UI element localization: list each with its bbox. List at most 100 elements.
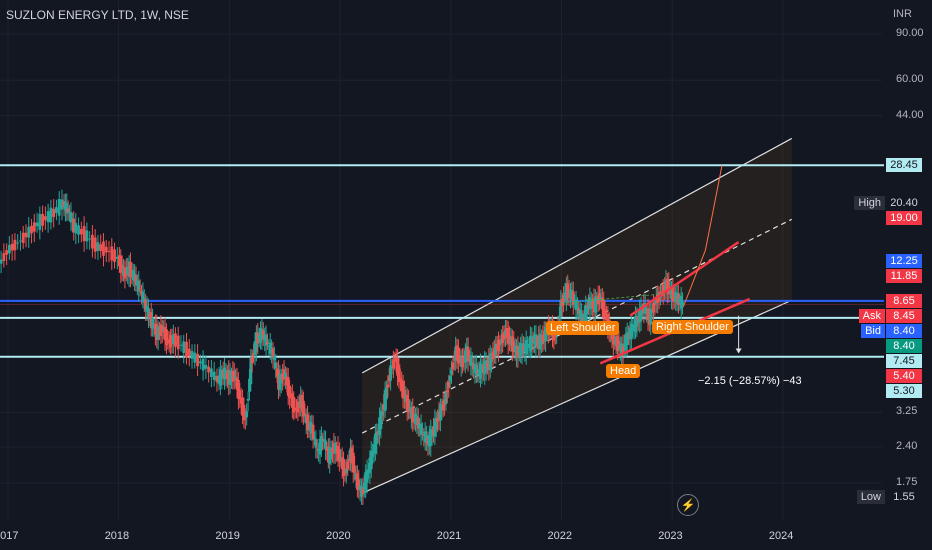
candle-body bbox=[357, 479, 361, 490]
candle-body bbox=[248, 378, 251, 392]
candle-body bbox=[66, 208, 70, 213]
candle-body bbox=[38, 213, 42, 230]
candle-body bbox=[138, 288, 142, 290]
left-shoulder-label[interactable]: Left Shoulder bbox=[546, 321, 620, 335]
candle-body bbox=[639, 305, 643, 321]
y-tick-label: 1.75 bbox=[896, 476, 918, 488]
candle-body bbox=[60, 199, 64, 210]
candle-body bbox=[653, 302, 657, 306]
candle-body bbox=[397, 364, 401, 383]
candle-body bbox=[375, 431, 379, 444]
candle-body bbox=[466, 347, 470, 362]
candle-body bbox=[379, 410, 383, 430]
candle-body bbox=[416, 417, 420, 429]
candle-body bbox=[72, 218, 76, 233]
candle-body bbox=[444, 391, 448, 404]
x-tick-label: 2018 bbox=[104, 530, 130, 542]
candle-body bbox=[49, 207, 53, 223]
candle-body bbox=[137, 280, 141, 292]
neckline-upper bbox=[629, 241, 740, 317]
candle-body bbox=[313, 437, 316, 439]
candle-body bbox=[516, 346, 520, 358]
price-tag: 20.40 bbox=[886, 196, 922, 211]
candle-body bbox=[365, 469, 369, 483]
candle-body bbox=[271, 348, 275, 359]
y-tick-label: 90.00 bbox=[896, 27, 924, 39]
candle-body bbox=[210, 368, 213, 378]
candle-body bbox=[584, 305, 588, 325]
candle-body bbox=[82, 226, 86, 242]
candle-body bbox=[303, 413, 307, 415]
pattern-top bbox=[561, 293, 664, 304]
price-tag: 1.55 bbox=[886, 489, 922, 504]
candle-body bbox=[576, 306, 579, 310]
candle-body bbox=[151, 317, 155, 329]
price-tag-label: Bid bbox=[861, 323, 885, 338]
candle-body bbox=[643, 302, 647, 315]
price-tag: 11.85 bbox=[886, 269, 922, 284]
right-shoulder-label[interactable]: Right Shoulder bbox=[652, 320, 733, 334]
candle-body bbox=[182, 341, 186, 353]
candle-body bbox=[380, 411, 384, 416]
candle-body bbox=[196, 353, 199, 367]
candle-body bbox=[185, 341, 188, 358]
head-label[interactable]: Head bbox=[606, 364, 641, 378]
candle-body bbox=[85, 230, 89, 242]
candle-body bbox=[649, 308, 653, 325]
candle-body bbox=[35, 222, 39, 227]
candle-body bbox=[77, 225, 80, 235]
candle-body bbox=[21, 232, 25, 243]
candle-body bbox=[553, 334, 557, 337]
y-tick-label: 60.00 bbox=[896, 73, 924, 86]
candle-body bbox=[55, 207, 58, 214]
x-tick-label: 2024 bbox=[768, 530, 794, 542]
candle-body bbox=[389, 365, 393, 381]
candle-body bbox=[99, 244, 103, 251]
currency-label: INR bbox=[893, 8, 912, 20]
candle-body bbox=[611, 329, 615, 345]
candle-body bbox=[391, 359, 395, 369]
y-tick-label: 3.25 bbox=[896, 405, 918, 418]
candle-body bbox=[147, 307, 150, 318]
candle-body bbox=[41, 213, 44, 226]
candle-body bbox=[243, 418, 247, 420]
candle-body bbox=[451, 362, 455, 370]
candle-body bbox=[434, 417, 438, 430]
candle-body bbox=[441, 401, 445, 411]
candle-body bbox=[215, 375, 219, 383]
candle-body bbox=[386, 384, 390, 388]
bolt-icon[interactable]: ⚡ bbox=[677, 494, 699, 516]
candle-body bbox=[160, 325, 164, 333]
candle-body bbox=[292, 396, 296, 413]
candle-body bbox=[338, 449, 341, 462]
candle-body bbox=[24, 232, 28, 238]
candle-body bbox=[314, 439, 318, 448]
candle-body bbox=[342, 458, 345, 476]
candle-body bbox=[512, 340, 516, 352]
price-tag: 8.40 bbox=[886, 323, 922, 338]
candle-body bbox=[385, 387, 388, 400]
price-tag: 8.45 bbox=[886, 308, 922, 323]
symbol-title: SUZLON ENERGY LTD, 1W, NSE bbox=[6, 8, 189, 22]
candle-body bbox=[635, 316, 639, 327]
candle-body bbox=[474, 364, 478, 376]
candle-body bbox=[383, 389, 387, 412]
candle-body bbox=[156, 326, 160, 340]
candle-body bbox=[421, 431, 424, 433]
candle-body bbox=[129, 262, 132, 278]
candle-body bbox=[296, 401, 300, 413]
candle-body bbox=[30, 225, 33, 234]
price-tag: 8.40 bbox=[886, 338, 922, 353]
candle-body bbox=[571, 291, 575, 305]
candle-body bbox=[104, 246, 108, 253]
candle-body bbox=[201, 358, 205, 371]
candle-body bbox=[266, 342, 269, 345]
price-tag: 19.00 bbox=[886, 211, 922, 226]
candle-body bbox=[429, 429, 433, 446]
price-tag: 8.65 bbox=[886, 293, 922, 308]
candle-body bbox=[57, 198, 61, 216]
candle-body bbox=[448, 375, 452, 382]
price-tag: 12.25 bbox=[886, 254, 922, 269]
